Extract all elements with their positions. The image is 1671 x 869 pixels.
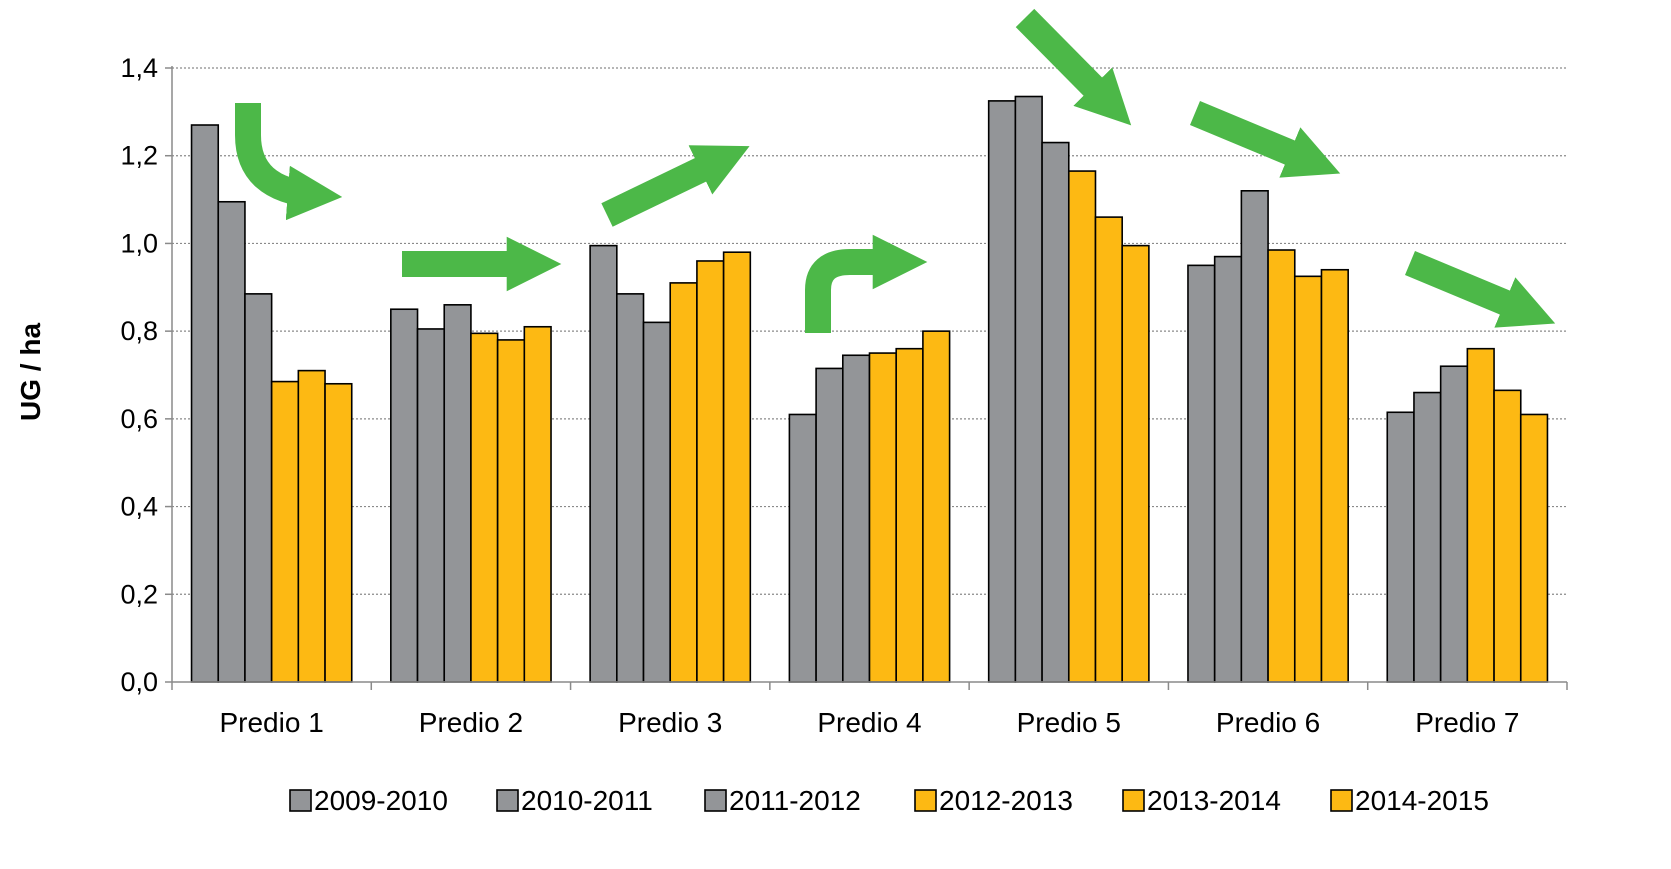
bar-2013-2014-predio-2 [496,339,526,683]
legend-swatch [914,789,937,812]
y-tick-labels: 0,0 0,2 0,4 0,6 0,8 1,0 1,2 1,4 [120,53,158,697]
legend-label: 2009-2010 [314,785,448,816]
x-category-label: Predio 2 [419,707,523,738]
y-tick-label: 0,0 [120,667,158,697]
bar-2014-2015-predio-2 [523,325,552,683]
legend-label: 2014-2015 [1355,785,1489,816]
legend-label: 2012-2013 [939,785,1073,816]
y-tick-label: 0,2 [120,579,158,609]
bar-2010-2011-predio-5 [1014,95,1043,683]
bar-2013-2014-predio-6 [1293,275,1323,683]
bar-2010-2011-predio-7 [1413,391,1442,683]
bar-2011-2012-predio-2 [443,304,472,683]
legend-swatch [1122,789,1145,812]
bar-2014-2015-predio-5 [1121,244,1150,683]
x-category-labels: Predio 1 Predio 2 Predio 3 Predio 4 Predio 5… [219,707,1519,738]
y-tick-label: 1,2 [120,141,158,171]
bar-2011-2012-predio-3 [642,321,672,683]
bar-2010-2011-predio-6 [1213,255,1243,683]
bar-2010-2011-predio-4 [815,367,844,683]
legend-label: 2011-2012 [729,785,861,816]
bar-2012-2013-predio-5 [1067,170,1097,683]
trend-arrows [235,8,1556,333]
y-tick-label: 0,6 [120,404,158,434]
bar-2011-2012-predio-1 [244,293,273,683]
legend-label: 2013-2014 [1147,785,1281,816]
bar-2011-2012-predio-4 [841,354,871,683]
trend-arrow-icon [1405,251,1556,328]
legend-swatch [496,789,519,812]
bar-2009-2010-predio-6 [1187,264,1216,683]
bar-2014-2015-predio-7 [1519,413,1549,683]
x-category-label: Predio 4 [817,707,921,738]
bar-2011-2012-predio-5 [1041,141,1070,683]
bar-2013-2014-predio-1 [297,369,326,683]
bar-2013-2014-predio-4 [895,347,924,683]
legend-swatch [1330,789,1353,812]
bar-2009-2010-predio-7 [1386,411,1415,683]
x-category-label: Predio 5 [1017,707,1121,738]
bar-2009-2010-predio-1 [190,124,220,683]
bar-2014-2015-predio-4 [922,330,951,683]
bar-2009-2010-predio-4 [788,413,817,683]
x-category-label: Predio 3 [618,707,722,738]
trend-arrow-icon [235,103,343,221]
trend-arrow-icon [805,234,928,333]
x-category-label: Predio 7 [1415,707,1519,738]
bar-2009-2010-predio-2 [390,308,419,683]
y-tick-label: 0,8 [120,316,158,346]
trend-arrow-icon [601,145,750,227]
bar-2011-2012-predio-6 [1240,190,1269,683]
legend-swatch [704,789,727,812]
legend-swatch [289,789,312,812]
x-category-label: Predio 6 [1216,707,1320,738]
bar-2013-2014-predio-7 [1493,389,1522,683]
bar-2009-2010-predio-5 [987,100,1017,683]
bar-2012-2013-predio-6 [1267,249,1296,683]
bar-2010-2011-predio-2 [416,328,446,683]
y-tick-label: 1,4 [120,53,158,83]
x-category-label: Predio 1 [219,707,323,738]
trend-arrow-icon [1190,101,1341,178]
bar-2011-2012-predio-7 [1439,365,1469,683]
bar-2012-2013-predio-4 [868,352,898,683]
bar-2012-2013-predio-3 [669,282,698,683]
bar-2012-2013-predio-1 [270,380,300,683]
legend-label: 2010-2011 [521,785,653,816]
legend: 2009-2010 2010-2011 2011-2012 2012-2013 2013… [289,785,1489,816]
axes [171,66,1568,690]
bar-2010-2011-predio-3 [616,293,645,683]
bar-2014-2015-predio-6 [1320,268,1349,683]
y-tick-label: 0,4 [120,492,158,522]
y-tick-label: 1,0 [120,228,158,258]
bar-2010-2011-predio-1 [217,200,246,683]
bar-2013-2014-predio-3 [696,260,725,683]
bar-2014-2015-predio-1 [324,382,353,683]
trend-arrow-icon [1015,8,1132,126]
bar-2009-2010-predio-3 [589,244,618,683]
bar-2012-2013-predio-7 [1466,347,1495,683]
bar-2013-2014-predio-5 [1094,216,1123,683]
bar-2012-2013-predio-2 [470,332,499,683]
bars [190,95,1549,683]
y-axis-title: UG / ha [15,323,46,421]
bar-2014-2015-predio-3 [722,251,752,683]
